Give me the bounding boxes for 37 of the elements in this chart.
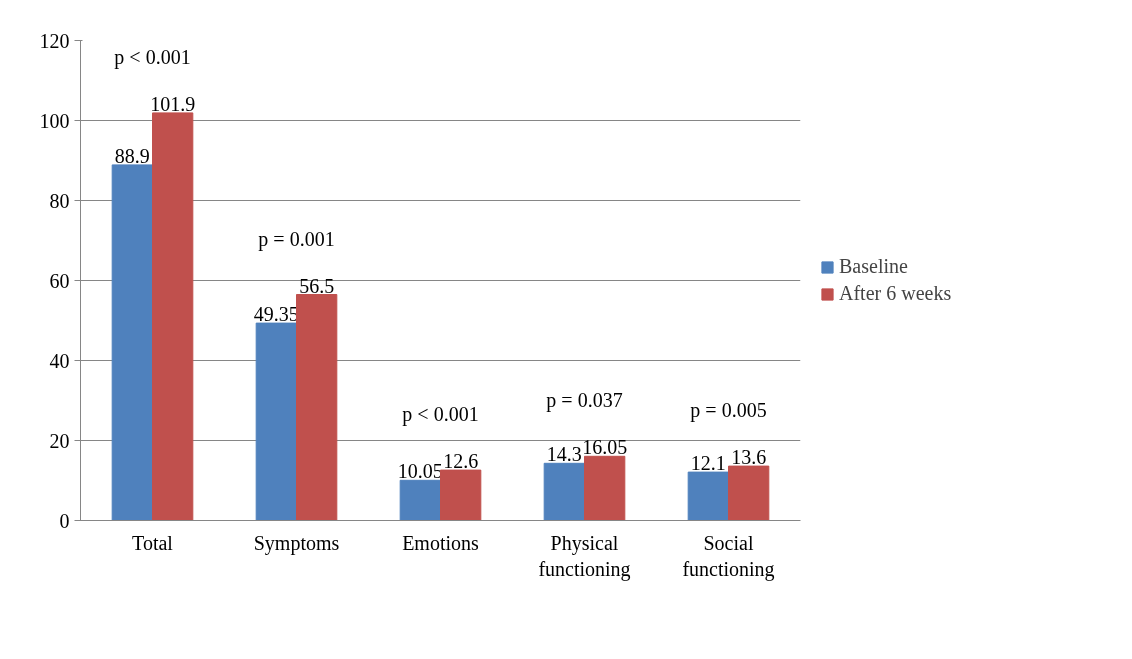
- y-tick-label: 120: [39, 29, 70, 52]
- y-tick-label: 100: [39, 109, 70, 132]
- y-tick-label: 80: [49, 189, 70, 212]
- bar: [584, 455, 626, 521]
- data-label: 16.05: [582, 436, 628, 459]
- legend-label: After 6 weeks: [839, 282, 952, 305]
- data-label: 13.6: [731, 446, 767, 469]
- y-tick-label: 20: [49, 429, 70, 452]
- y-tick-label: 0: [59, 509, 70, 532]
- data-label: 101.9: [150, 92, 196, 115]
- bar: [543, 462, 585, 521]
- bar: [152, 112, 194, 521]
- legend-label: Baseline: [839, 255, 908, 278]
- annotation: p = 0.001: [258, 227, 335, 251]
- bar: [440, 469, 482, 521]
- data-label: 14.3: [546, 443, 582, 466]
- annotation: p < 0.001: [402, 403, 479, 427]
- annotation: p < 0.001: [114, 45, 191, 69]
- bar: [399, 479, 441, 521]
- x-tick-label: Total: [132, 531, 174, 554]
- x-tick-label: Social functioning: [682, 531, 775, 581]
- bar: [111, 164, 153, 521]
- x-tick-label: Symptoms: [253, 531, 340, 555]
- data-label: 12.1: [690, 452, 726, 475]
- data-label: 56.5: [299, 274, 335, 297]
- bar: [296, 294, 338, 521]
- bar: [255, 322, 297, 521]
- annotation: p = 0.005: [690, 399, 767, 423]
- y-tick-label: 40: [49, 349, 70, 372]
- x-tick-label: Emotions: [402, 531, 480, 554]
- y-tick-label: 60: [49, 269, 70, 292]
- bar: [687, 471, 729, 521]
- bar: [728, 465, 770, 521]
- x-tick-label: Physical functioning: [538, 531, 631, 581]
- data-label: 12.6: [443, 450, 479, 473]
- annotation: p = 0.037: [546, 389, 623, 413]
- data-label: 88.9: [114, 144, 150, 167]
